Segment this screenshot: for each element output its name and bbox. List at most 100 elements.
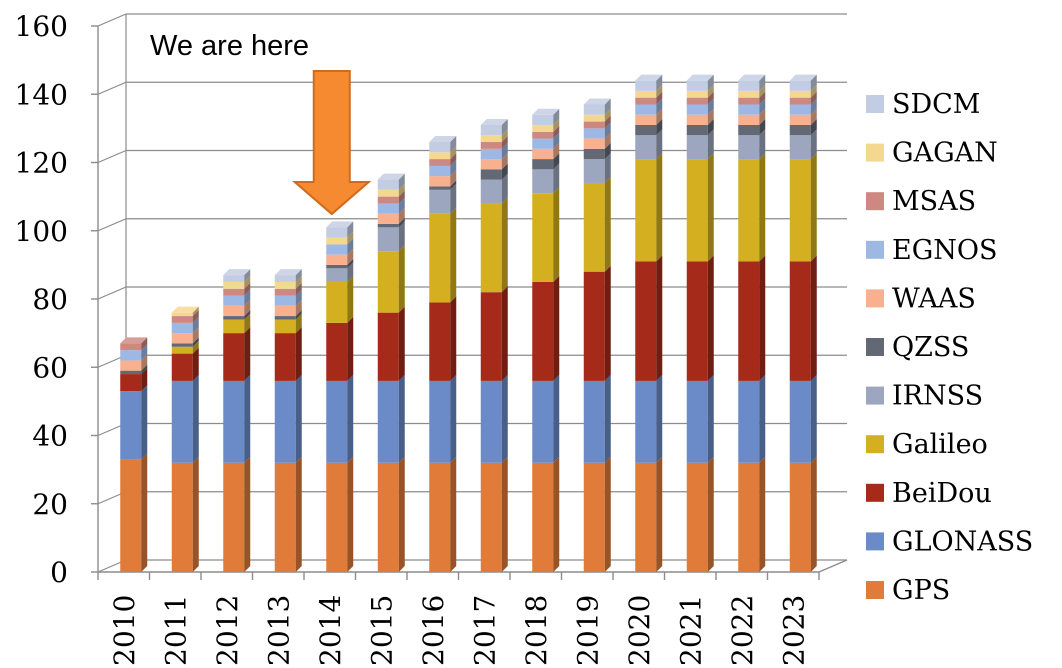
bar-segment-side (810, 108, 817, 125)
bar-segment-side (347, 221, 354, 238)
bar-segment-glonass (274, 380, 296, 463)
axes (97, 14, 848, 573)
bar-segment-waas (738, 114, 760, 125)
bar-segment-side (759, 129, 766, 160)
y-tick-label: 100 (15, 215, 68, 248)
bar-segment-qzss (274, 316, 296, 320)
bar-segment-msas (377, 196, 399, 204)
bar-segment-beidou (686, 261, 708, 381)
bar-top (583, 98, 611, 105)
bar-segment-galileo (738, 159, 760, 262)
bar-segment-side (450, 146, 457, 160)
bar-segment-side (656, 84, 663, 98)
bar-segment-side (398, 456, 405, 572)
bar-segment-side (707, 374, 714, 463)
legend-swatch-gagan (866, 143, 884, 162)
bar-segment-qzss (789, 124, 811, 136)
bar-segment-glonass (583, 380, 605, 463)
bar-segment-side (810, 74, 817, 91)
bar-segment-gagan (583, 114, 605, 122)
legend-swatch-irnss (866, 386, 884, 405)
x-tick-label: 2017 (468, 595, 501, 666)
bar-segment-beidou (480, 292, 502, 381)
bar-segment-side (810, 91, 817, 105)
bar-segment-side (295, 327, 302, 381)
bar-segment-side (656, 255, 663, 381)
bar-segment-side (501, 197, 508, 293)
bar-segment-side (810, 153, 817, 262)
bar-segment-side (707, 118, 714, 136)
gridline-depth (97, 149, 127, 164)
bar-segment-egnos (429, 165, 451, 177)
bars (120, 74, 817, 572)
bar-segment-galileo (274, 319, 296, 334)
bar-segment-side (604, 142, 611, 160)
bar-top (223, 269, 251, 276)
bar-top (326, 221, 354, 228)
bar-segment-side (398, 173, 405, 190)
bar-segment-side (501, 129, 508, 143)
bar-segment-side (450, 374, 457, 463)
bar-segment-irnss (686, 135, 708, 160)
bar-segment-qzss (686, 124, 708, 136)
legend-swatch-sdcm (866, 95, 884, 113)
bar-segment-side (810, 84, 817, 98)
legend-swatch-glonass (866, 532, 884, 551)
bar-segment-side (450, 183, 457, 214)
bar-segment-waas (532, 148, 554, 160)
bar-segment-waas (429, 176, 451, 187)
bar-segment-side (141, 368, 148, 392)
bar-segment-gps (480, 462, 502, 572)
legend-label-egnos: EGNOS (892, 235, 998, 266)
bar-stack (635, 74, 663, 572)
bar-segment-irnss (583, 159, 605, 183)
bar-segment-side (553, 163, 560, 194)
bar-segment-gps (532, 462, 554, 572)
bar-segment-waas (789, 114, 811, 125)
bar-segment-qzss (326, 264, 348, 269)
bar-segment-egnos (480, 148, 502, 160)
bar-segment-side (501, 153, 508, 170)
bar-segment-side (347, 262, 354, 282)
x-tick-label: 2015 (365, 595, 398, 666)
bar-segment-gps (635, 462, 657, 572)
bar-segment-sdcm (635, 80, 657, 91)
bar-segment-galileo (171, 346, 193, 354)
bar-segment-side (141, 453, 148, 572)
bar-segment-side (450, 153, 457, 166)
bar-segment-beidou (789, 261, 811, 381)
bar-segment-side (244, 275, 251, 289)
bar-segment-side (141, 354, 148, 371)
bar-segment-gps (326, 462, 348, 572)
legend-label-gps: GPS (892, 575, 950, 606)
bar-segment-side (656, 456, 663, 572)
bar-segment-egnos (120, 350, 142, 361)
bar-segment-waas (274, 305, 296, 317)
bar-segment-beidou (635, 261, 657, 381)
bar-segment-side (604, 115, 611, 129)
bar-segment-gps (738, 462, 760, 572)
bar-segment-side (707, 84, 714, 98)
legend-label-msas: MSAS (892, 186, 976, 217)
bar-segment-side (295, 289, 302, 306)
bar-segment-galileo (429, 213, 451, 303)
y-tick-label: 160 (15, 10, 68, 43)
bar-segment-qzss (480, 169, 502, 180)
bar-segment-side (398, 374, 405, 463)
bar-segment-side (450, 136, 457, 153)
bar-segment-msas (429, 159, 451, 166)
bar-segment-side (810, 456, 817, 572)
bar-segment-beidou (326, 322, 348, 381)
bar-segment-glonass (738, 380, 760, 463)
bar-segment-side (553, 118, 560, 132)
y-tick-label: 0 (50, 556, 68, 589)
bar-top (532, 108, 560, 115)
bar-segment-egnos (583, 128, 605, 139)
bar-segment-waas (223, 305, 245, 317)
bar-segment-side (295, 313, 302, 334)
bar-segment-side (244, 282, 251, 296)
bar-segment-msas (738, 97, 760, 105)
bar-segment-beidou (223, 333, 245, 381)
bar-segment-waas (583, 138, 605, 149)
bar-segment-beidou (738, 261, 760, 381)
